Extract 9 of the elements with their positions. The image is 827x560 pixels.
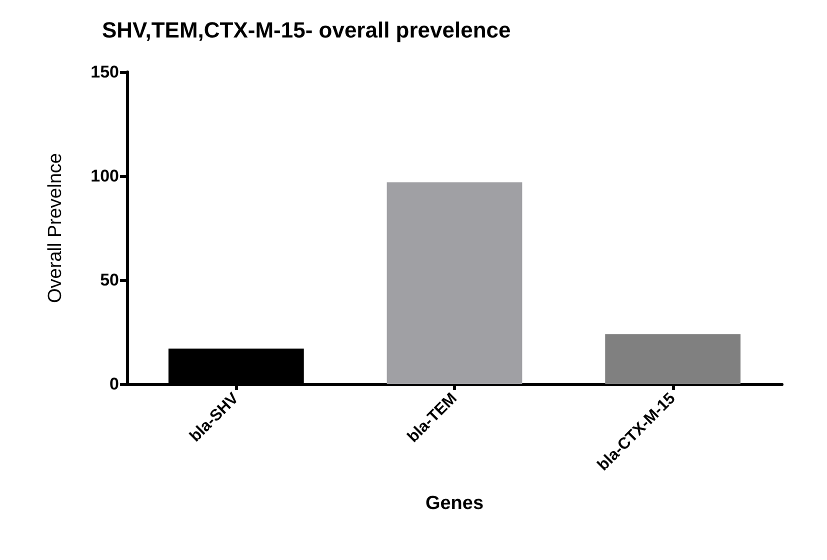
y-tick-label: 100 xyxy=(90,166,119,186)
chart-title: SHV,TEM,CTX-M-15- overall prevelence xyxy=(102,18,511,42)
y-axis-title: Overall Prevelnce xyxy=(45,153,66,303)
x-axis-title: Genes xyxy=(425,493,484,514)
y-tick-label: 0 xyxy=(110,374,119,394)
y-tick-label: 50 xyxy=(100,270,119,290)
bar xyxy=(605,334,741,384)
y-tick-label: 150 xyxy=(90,62,119,82)
bar xyxy=(386,182,522,384)
